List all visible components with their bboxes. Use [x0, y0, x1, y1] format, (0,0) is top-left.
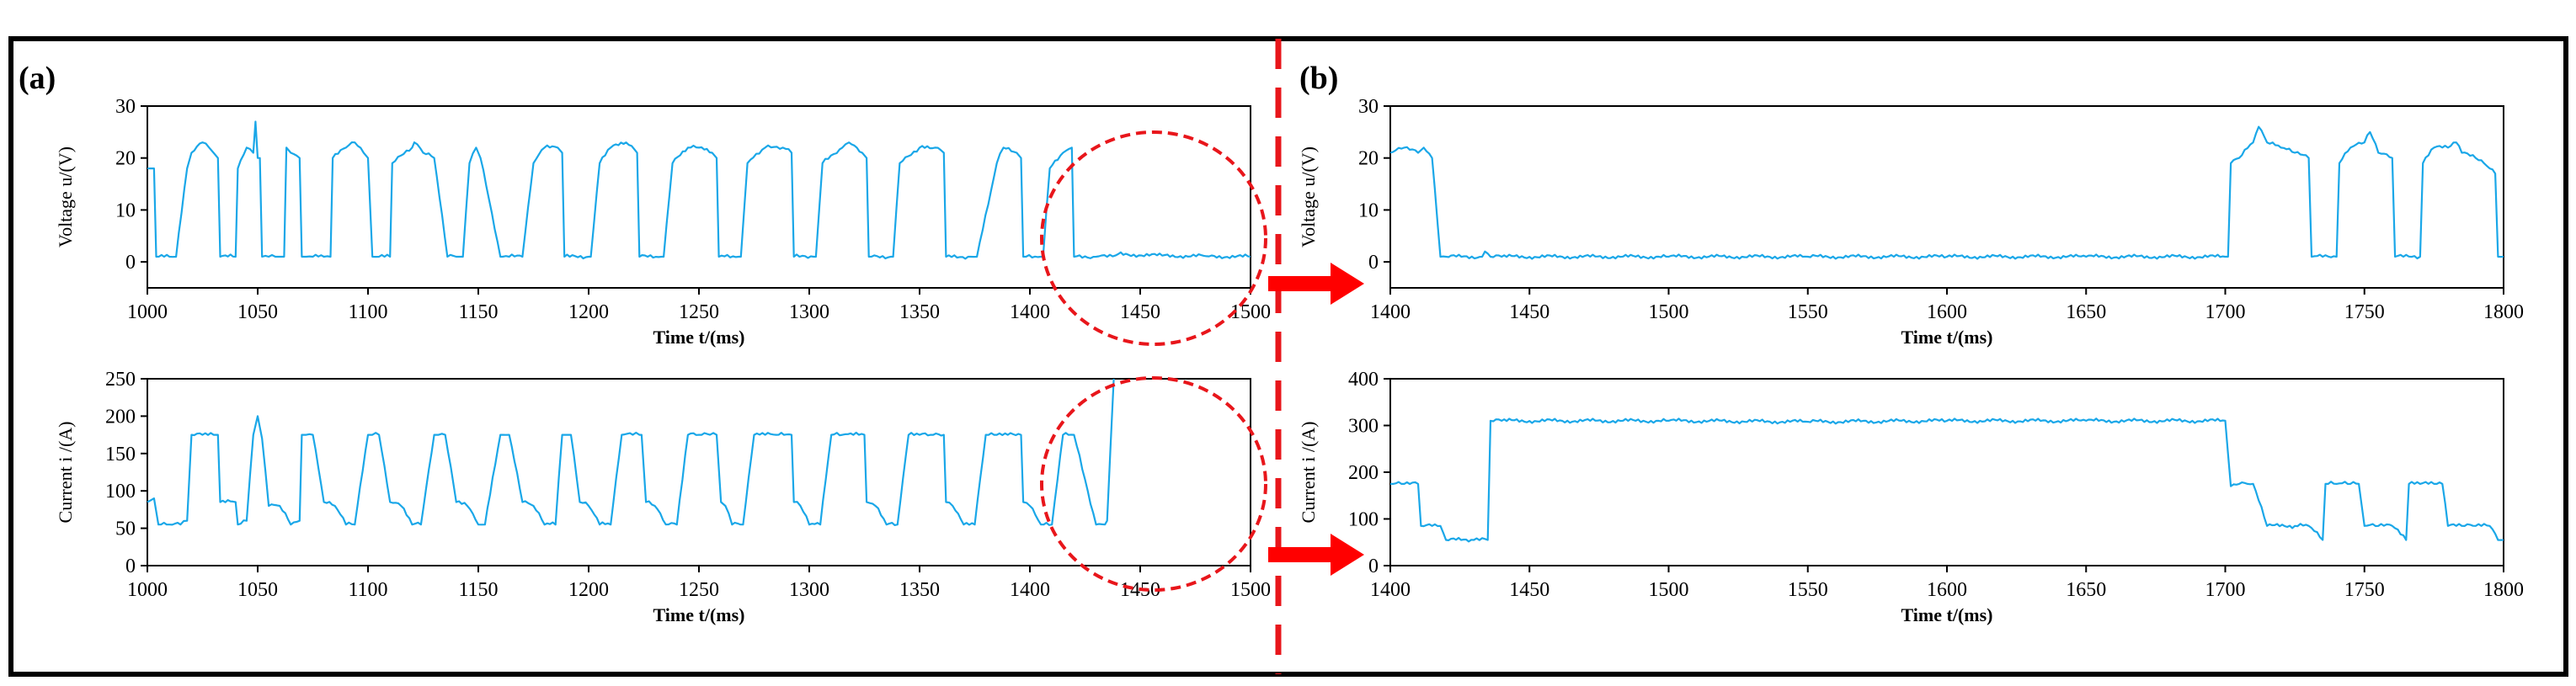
y-tick-label: 400 [1348, 369, 1379, 391]
y-tick-label: 300 [1348, 416, 1379, 438]
arrow-right-icon [1268, 534, 1364, 576]
y-tick-label: 0 [125, 252, 136, 274]
chart-b-current: 1400 1450 1500 1550 1600 1650 1700 1750 1800 0 100… [1298, 369, 2524, 625]
plot-area [1389, 378, 2504, 566]
chart-a-voltage: 1000 1050 1100 1150 1200 1250 1300 1350 1400 1450… [55, 96, 1271, 348]
arrow-right-icon [1268, 263, 1364, 305]
y-tick-label: 200 [105, 406, 136, 428]
x-tick-label: 1600 [1927, 301, 1967, 323]
figure-border [8, 36, 2568, 677]
y-tick-label: 0 [125, 556, 136, 577]
series-line [1389, 125, 2504, 260]
y-tick-label: 30 [115, 96, 136, 118]
chart-b-voltage: 1400 1450 1500 1550 1600 1650 1700 1750 1800 0 10 2… [1298, 96, 2524, 348]
y-tick-label: 0 [1368, 252, 1379, 274]
x-tick-label: 1200 [568, 579, 609, 601]
x-tick-label: 1400 [1010, 579, 1050, 601]
x-tick-label: 1400 [1370, 301, 1411, 323]
x-tick-label: 1650 [2066, 579, 2106, 601]
x-tick-label: 1350 [899, 301, 940, 323]
x-tick-label: 1800 [2483, 579, 2524, 601]
y-tick-label: 100 [1348, 509, 1379, 531]
x-tick-label: 1150 [458, 301, 498, 323]
x-tick-label: 1050 [237, 301, 278, 323]
y-tick-label: 200 [1348, 462, 1379, 484]
x-tick-label: 1400 [1370, 579, 1411, 601]
x-tick-label: 1600 [1927, 579, 1967, 601]
x-axis-label: Time t/(ms) [1901, 327, 1993, 348]
x-tick-label: 1050 [237, 579, 278, 601]
chart-a-current: 1000 1050 1100 1150 1200 1250 1300 1350 1400 1450… [55, 369, 1271, 625]
x-tick-label: 1550 [1788, 301, 1828, 323]
x-tick-label: 1100 [348, 301, 387, 323]
x-tick-label: 1350 [899, 579, 940, 601]
x-tick-label: 1700 [2205, 301, 2246, 323]
x-tick-label: 1200 [568, 301, 609, 323]
x-tick-label: 1250 [679, 579, 719, 601]
x-tick-label: 1500 [1649, 301, 1689, 323]
y-tick-label: 50 [115, 518, 136, 540]
x-tick-label: 1500 [1230, 579, 1271, 601]
x-tick-label: 1550 [1788, 579, 1828, 601]
x-axis-label: Time t/(ms) [653, 327, 745, 348]
x-axis-label: Time t/(ms) [1901, 604, 1993, 625]
plot-area [147, 105, 1251, 289]
x-tick-label: 1750 [2344, 301, 2385, 323]
highlight-circle-voltage [1040, 130, 1267, 346]
plot-area [1389, 105, 2504, 289]
x-tick-label: 1000 [127, 301, 168, 323]
y-tick-label: 250 [105, 369, 136, 391]
plot-area [147, 378, 1251, 566]
x-tick-label: 1150 [458, 579, 498, 601]
x-tick-label: 1300 [789, 301, 829, 323]
y-tick-label: 100 [105, 481, 136, 503]
y-tick-label: 30 [1358, 96, 1379, 118]
y-tick-label: 20 [115, 148, 136, 170]
y-tick-label: 0 [1368, 556, 1379, 577]
panel-label-b: (b) [1299, 61, 1338, 96]
x-tick-label: 1250 [679, 301, 719, 323]
y-axis-label: Voltage u/(V) [55, 146, 76, 247]
y-tick-label: 150 [105, 444, 136, 465]
series-line [147, 378, 1115, 526]
y-tick-label: 10 [115, 199, 136, 221]
series-line [147, 120, 1251, 260]
x-tick-label: 1800 [2483, 301, 2524, 323]
y-tick-label: 10 [1358, 199, 1379, 221]
y-tick-label: 20 [1358, 148, 1379, 170]
x-tick-label: 1650 [2066, 301, 2106, 323]
y-axis-label: Current i /(A) [55, 422, 76, 524]
highlight-circle-current [1040, 376, 1267, 592]
y-axis-label: Current i /(A) [1298, 422, 1319, 524]
x-tick-label: 1000 [127, 579, 168, 601]
x-tick-label: 1400 [1010, 301, 1050, 323]
y-axis-label: Voltage u/(V) [1298, 146, 1319, 247]
x-tick-label: 1700 [2205, 579, 2246, 601]
x-tick-label: 1500 [1230, 301, 1271, 323]
x-tick-label: 1450 [1509, 301, 1549, 323]
x-tick-label: 1450 [1120, 301, 1160, 323]
series-line [1390, 417, 2504, 543]
panel-label-a: (a) [19, 61, 56, 96]
x-axis-label: Time t/(ms) [653, 604, 745, 625]
x-tick-label: 1100 [348, 579, 387, 601]
x-tick-label: 1300 [789, 579, 829, 601]
x-tick-label: 1500 [1649, 579, 1689, 601]
x-tick-label: 1450 [1509, 579, 1549, 601]
x-tick-label: 1750 [2344, 579, 2385, 601]
